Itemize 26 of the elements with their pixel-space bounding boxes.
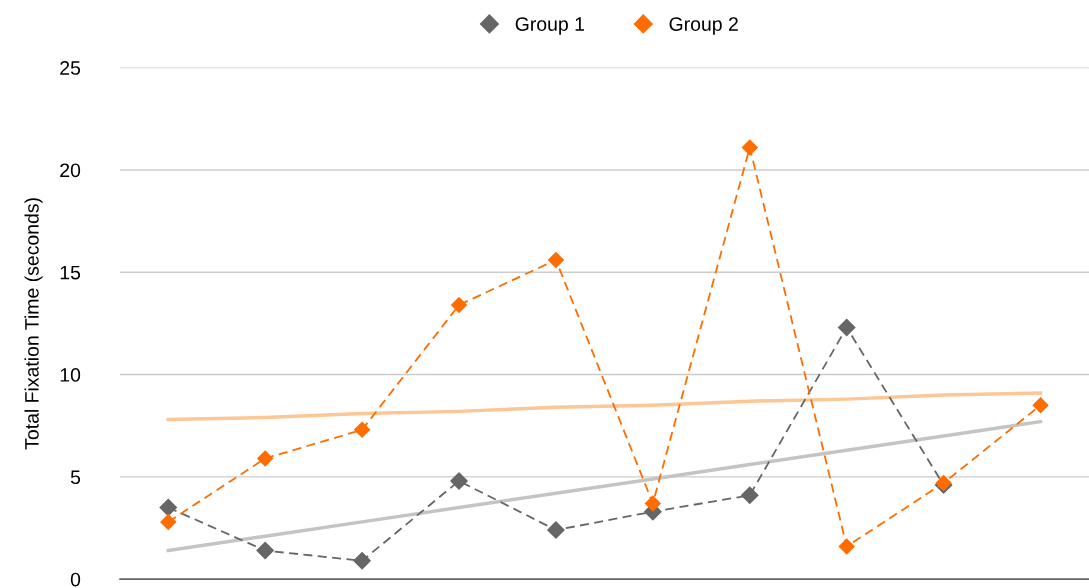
point — [160, 513, 177, 530]
point — [838, 538, 855, 555]
point — [837, 318, 856, 337]
point — [159, 498, 177, 517]
point — [257, 450, 274, 467]
point — [450, 472, 468, 490]
point — [256, 541, 274, 560]
y-axis-title: Total Fixation Time (seconds) — [24, 198, 43, 450]
y-tick-label: 0 — [70, 572, 81, 587]
point — [1032, 397, 1049, 414]
point — [547, 252, 564, 268]
point — [451, 297, 467, 313]
y-tick-label: 5 — [70, 470, 81, 485]
legend-label: Group 1 — [515, 17, 585, 35]
point — [741, 486, 759, 505]
point — [741, 139, 758, 156]
y-tick-label: 10 — [60, 368, 81, 382]
y-tick-label: 25 — [60, 61, 81, 75]
point — [547, 521, 565, 539]
point — [353, 552, 371, 570]
line-series — [166, 391, 1043, 422]
legend-label: Group 2 — [669, 17, 738, 35]
y-tick-label: 20 — [60, 163, 81, 178]
point — [644, 495, 661, 512]
y-tick-label: 15 — [60, 265, 81, 280]
point — [354, 421, 371, 438]
